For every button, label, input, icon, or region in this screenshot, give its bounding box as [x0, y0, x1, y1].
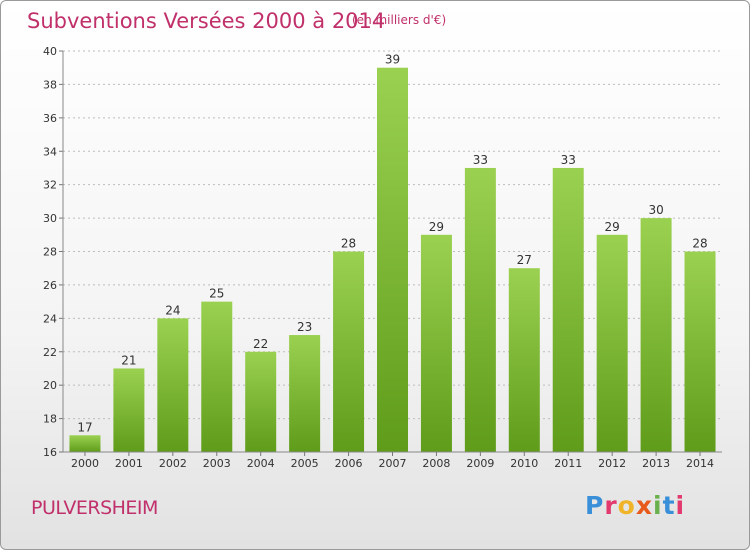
bar-2005 — [289, 335, 321, 452]
x-tick-label: 2009 — [466, 457, 494, 470]
data-label: 33 — [561, 153, 576, 167]
y-tick-label: 22 — [43, 346, 57, 359]
x-tick-label: 2002 — [159, 457, 187, 470]
bar-2002 — [157, 318, 189, 452]
data-label: 27 — [517, 253, 532, 267]
logo-letter: x — [635, 491, 653, 520]
bar-2010 — [508, 268, 540, 452]
y-tick-label: 24 — [43, 312, 57, 325]
x-tick-label: 2000 — [71, 457, 99, 470]
data-label: 33 — [473, 153, 488, 167]
x-tick-label: 2001 — [115, 457, 143, 470]
x-tick-label: 2003 — [203, 457, 231, 470]
bar-2014 — [684, 251, 716, 452]
data-label: 17 — [77, 420, 92, 434]
x-tick-label: 2008 — [422, 457, 450, 470]
bar-2003 — [201, 301, 233, 452]
y-tick-label: 34 — [43, 145, 57, 158]
logo-letter: t — [662, 491, 676, 520]
y-tick-label: 32 — [43, 179, 57, 192]
x-tick-label: 2014 — [686, 457, 714, 470]
bar-2009 — [464, 167, 496, 453]
bar-2006 — [333, 251, 365, 452]
bar-2000 — [69, 435, 101, 452]
data-label: 23 — [297, 320, 312, 334]
bar-2007 — [377, 67, 408, 452]
data-label: 28 — [692, 237, 707, 251]
data-label: 29 — [429, 220, 444, 234]
logo-letter: P — [585, 491, 605, 520]
logo-letter: r — [604, 491, 618, 520]
y-tick-label: 20 — [43, 379, 57, 392]
data-label: 25 — [209, 287, 224, 301]
x-tick-label: 2010 — [510, 457, 538, 470]
bar-2012 — [596, 234, 628, 452]
data-label: 29 — [605, 220, 620, 234]
bars: 17 21 24 25 22 23 28 39 29 33 27 33 29 30 28 — [69, 53, 716, 453]
data-label: 39 — [385, 53, 400, 67]
bar-2011 — [552, 167, 584, 453]
commune-name: PULVERSHEIM — [31, 497, 158, 519]
proxiti-logo[interactable]: Proxiti — [585, 491, 685, 520]
y-tick-label: 38 — [43, 78, 57, 91]
y-tick-label: 16 — [43, 446, 57, 459]
y-tick-label: 26 — [43, 279, 57, 292]
bar-2001 — [113, 368, 145, 452]
data-label: 21 — [121, 353, 136, 367]
x-tick-label: 2011 — [554, 457, 582, 470]
x-tick-label: 2006 — [335, 457, 363, 470]
bar-2008 — [420, 234, 452, 452]
x-tick-label: 2005 — [291, 457, 319, 470]
logo-letter: i — [675, 491, 686, 520]
data-label: 24 — [165, 303, 180, 317]
x-tick-label: 2012 — [598, 457, 626, 470]
data-label: 28 — [341, 237, 356, 251]
axes: 16 18 20 22 24 26 28 30 32 34 36 38 40 2000 2001 2002 20… — [43, 45, 722, 470]
logo-letter: i — [653, 491, 663, 520]
y-tick-label: 18 — [43, 413, 57, 426]
bar-2004 — [245, 351, 277, 452]
y-tick-label: 40 — [43, 45, 57, 58]
chart-subtitle: (en milliers d'€) — [352, 13, 447, 27]
y-tick-label: 36 — [43, 112, 57, 125]
x-tick-label: 2013 — [642, 457, 670, 470]
x-tick-label: 2004 — [247, 457, 275, 470]
data-label: 30 — [648, 203, 663, 217]
bar-2013 — [640, 218, 672, 452]
x-tick-label: 2007 — [379, 457, 407, 470]
y-tick-label: 30 — [43, 212, 57, 225]
logo-letter: o — [617, 491, 636, 520]
y-tick-label: 28 — [43, 246, 57, 259]
chart-title: Subventions Versées 2000 à 2014 — [27, 9, 386, 33]
data-label: 22 — [253, 337, 268, 351]
